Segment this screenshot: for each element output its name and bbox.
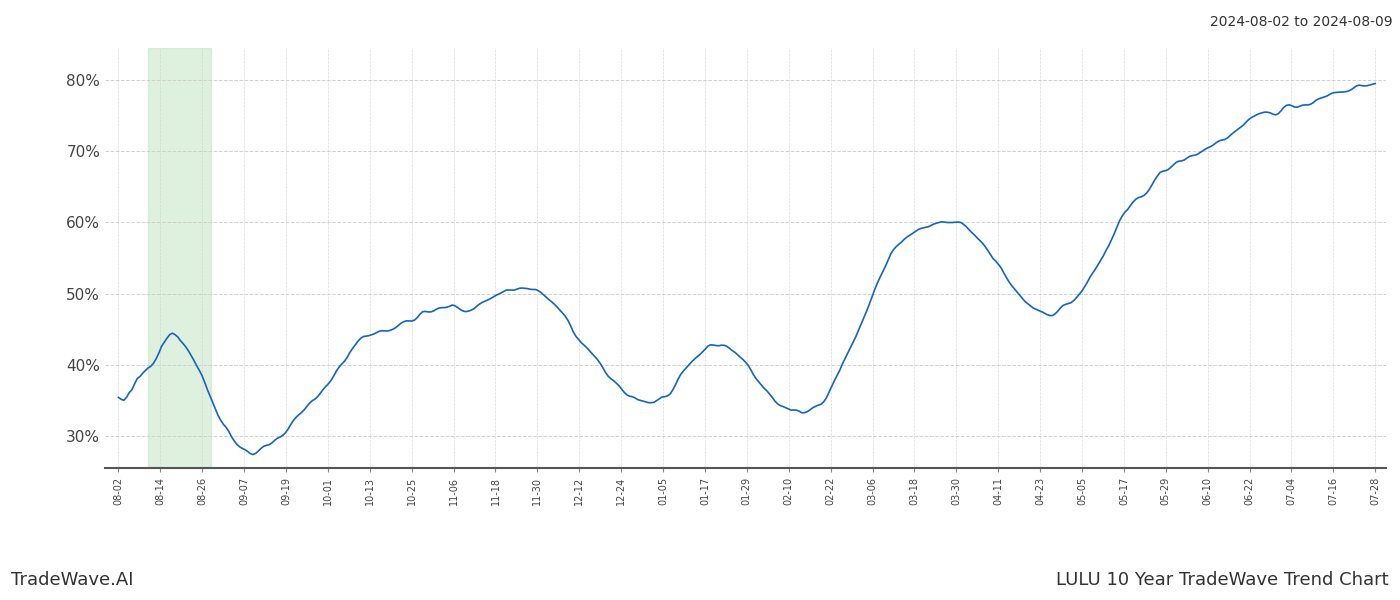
Text: TradeWave.AI: TradeWave.AI <box>11 571 133 589</box>
Bar <box>148 48 210 468</box>
Text: 2024-08-02 to 2024-08-09: 2024-08-02 to 2024-08-09 <box>1211 15 1393 29</box>
Text: LULU 10 Year TradeWave Trend Chart: LULU 10 Year TradeWave Trend Chart <box>1056 571 1389 589</box>
